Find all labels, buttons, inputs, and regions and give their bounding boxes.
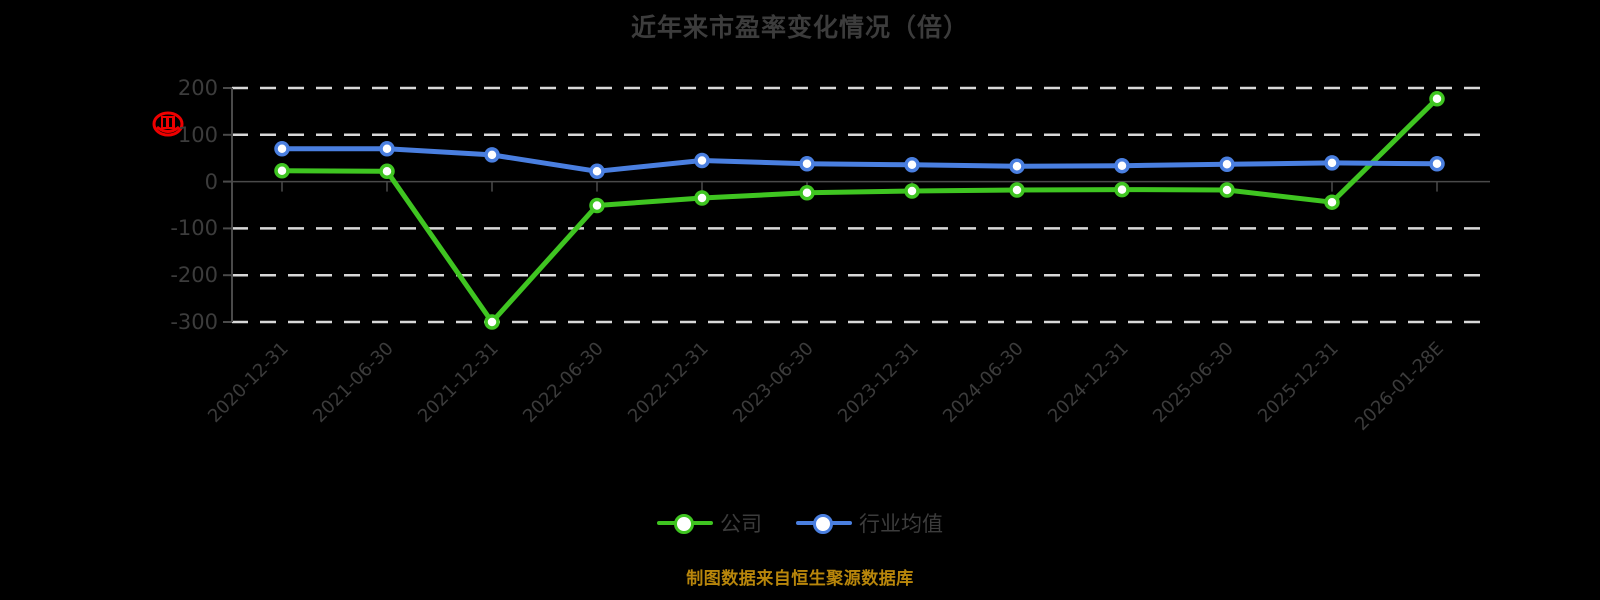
data-point-marker[interactable] bbox=[484, 147, 500, 163]
page-title: 近年来市盈率变化情况（倍） bbox=[630, 13, 969, 42]
data-point-marker[interactable] bbox=[1114, 181, 1130, 198]
legend-item-label: 公司 bbox=[720, 512, 762, 536]
data-point-marker[interactable] bbox=[694, 152, 710, 169]
source-annotation: 制图数据来自恒生聚源数据库 bbox=[686, 569, 914, 589]
data-point-marker[interactable] bbox=[379, 163, 395, 180]
x-axis-tick-label: 2025-12-31 bbox=[1253, 338, 1343, 428]
x-axis-tick-label: 2021-12-31 bbox=[413, 338, 503, 428]
data-point-marker[interactable] bbox=[1219, 156, 1235, 173]
data-point-marker[interactable] bbox=[1009, 182, 1025, 198]
x-axis-tick-label: 2023-12-31 bbox=[833, 338, 923, 428]
data-point-marker[interactable] bbox=[1324, 194, 1340, 210]
x-axis-tick-label: 2022-12-31 bbox=[623, 338, 713, 428]
x-axis-tick-label: 2024-12-31 bbox=[1043, 338, 1133, 428]
line-marker-icon bbox=[657, 512, 713, 534]
series-layer bbox=[274, 91, 1445, 330]
gridlines bbox=[232, 86, 1490, 324]
data-point-marker[interactable] bbox=[904, 157, 920, 173]
data-point-marker[interactable] bbox=[1219, 182, 1235, 198]
data-point-marker[interactable] bbox=[799, 156, 815, 172]
x-axis-tick-label: 2023-06-30 bbox=[728, 338, 818, 428]
series-line bbox=[279, 146, 1440, 174]
y-axis-tick-label: 200 bbox=[177, 76, 218, 100]
data-point-marker[interactable] bbox=[694, 190, 710, 206]
data-point-marker[interactable] bbox=[1009, 158, 1025, 174]
y-axis-tick-label: -200 bbox=[170, 263, 218, 288]
legend-point-swatch bbox=[813, 514, 833, 534]
data-point-marker[interactable] bbox=[1429, 91, 1445, 107]
x-axis-tick-label: 2025-06-30 bbox=[1148, 338, 1238, 428]
data-point-marker[interactable] bbox=[1429, 156, 1445, 172]
y-axis-tick-label: -300 bbox=[170, 310, 218, 334]
data-point-marker[interactable] bbox=[589, 163, 605, 180]
legend-point-swatch bbox=[674, 514, 694, 534]
data-point-marker[interactable] bbox=[484, 314, 500, 330]
x-axis-tick-label: 2022-06-30 bbox=[518, 338, 608, 428]
legend-item-label: 行业均值 bbox=[859, 512, 943, 536]
y-axis-tick-label: -100 bbox=[170, 216, 218, 241]
x-axis-tick-label: 2021-06-30 bbox=[308, 338, 398, 428]
data-point-marker[interactable] bbox=[274, 141, 290, 157]
legend-item[interactable]: 行业均值 bbox=[796, 508, 943, 538]
circular-seal-logo-icon bbox=[150, 106, 186, 142]
data-point-marker[interactable] bbox=[799, 185, 815, 201]
y-axis-tick-label: 0 bbox=[204, 169, 218, 194]
data-point-marker[interactable] bbox=[1324, 155, 1340, 171]
x-axis-tick-label: 2024-06-30 bbox=[938, 338, 1028, 428]
line-marker-icon bbox=[796, 512, 852, 534]
data-point-marker[interactable] bbox=[589, 197, 605, 214]
x-axis-tick-label: 2020-12-31 bbox=[203, 338, 293, 428]
data-point-marker[interactable] bbox=[274, 163, 290, 179]
plot-area bbox=[223, 86, 1490, 330]
axis-lines bbox=[223, 87, 233, 323]
chart-legend: 公司 行业均值 bbox=[0, 508, 1600, 538]
legend-item[interactable]: 公司 bbox=[657, 508, 762, 538]
data-point-marker[interactable] bbox=[904, 183, 920, 199]
plot-svg bbox=[223, 86, 1490, 330]
x-axis-tick-label: 2026-01-28E bbox=[1350, 337, 1448, 435]
data-point-marker[interactable] bbox=[379, 141, 395, 157]
series-line bbox=[279, 96, 1440, 325]
data-point-marker[interactable] bbox=[1114, 157, 1130, 174]
